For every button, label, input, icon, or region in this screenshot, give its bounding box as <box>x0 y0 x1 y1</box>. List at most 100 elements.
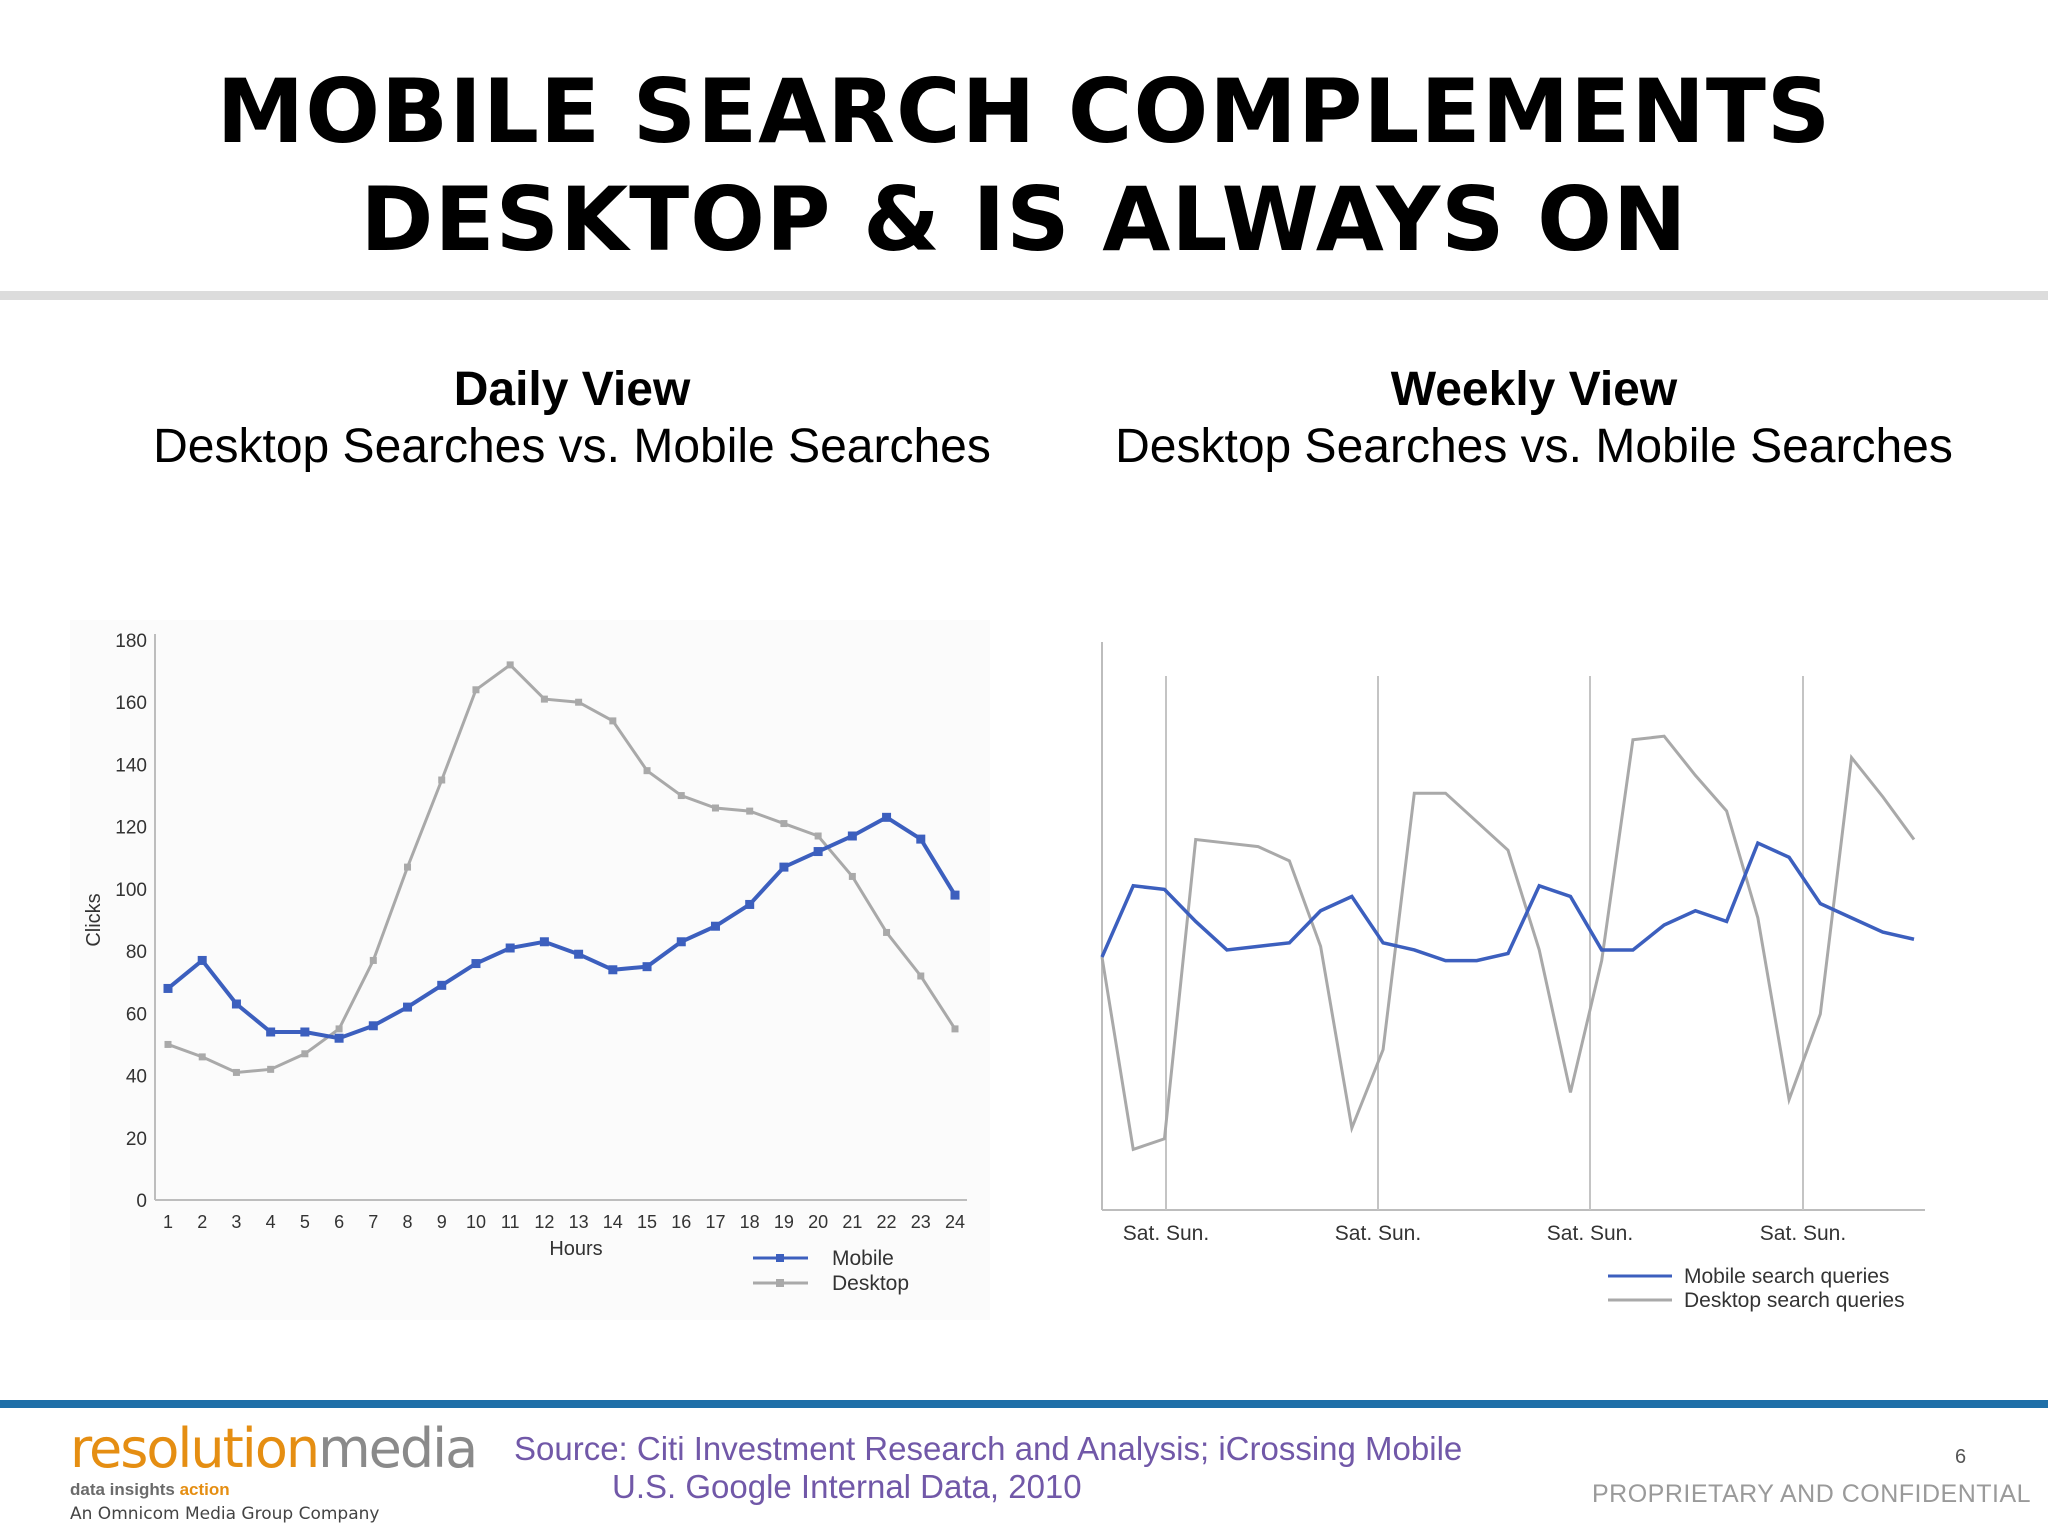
daily-desktop-point <box>780 820 788 828</box>
daily-x-tick-label: 19 <box>774 1212 794 1232</box>
daily-mobile-point <box>608 965 618 975</box>
daily-x-tick-label: 3 <box>231 1212 241 1232</box>
daily-y-tick-label: 100 <box>115 880 147 901</box>
daily-desktop-point <box>575 698 583 706</box>
daily-heading: Daily View <box>453 363 691 416</box>
confidentiality-notice: PROPRIETARY AND CONFIDENTIAL <box>1592 1480 2032 1508</box>
daily-mobile-point <box>539 937 549 947</box>
daily-x-tick-label: 23 <box>911 1212 931 1232</box>
weekly-desktop-line <box>1100 734 1916 1152</box>
daily-x-tick-label: 21 <box>842 1212 862 1232</box>
daily-x-tick-label: 14 <box>603 1212 623 1232</box>
daily-legend-mobile-marker <box>776 1254 784 1262</box>
daily-desktop-point <box>883 928 891 936</box>
weekly-legend-mobile-label: Mobile search queries <box>1684 1265 1889 1288</box>
daily-legend-desktop-label: Desktop <box>832 1272 909 1295</box>
daily-desktop-point <box>335 1025 343 1033</box>
daily-desktop-point <box>369 956 377 964</box>
daily-mobile-point <box>950 890 960 900</box>
daily-x-tick-label: 22 <box>877 1212 897 1232</box>
daily-mobile-point <box>300 1027 310 1037</box>
daily-desktop-point <box>746 807 754 815</box>
slide-title-line-1: MOBILE SEARCH COMPLEMENTS <box>216 60 1832 163</box>
slide-title: MOBILE SEARCH COMPLEMENTS DESKTOP & IS A… <box>0 58 2048 274</box>
daily-desktop-point <box>404 863 412 871</box>
daily-x-axis-title: Hours <box>549 1238 602 1260</box>
daily-mobile-point <box>403 1002 413 1012</box>
daily-desktop-point <box>951 1025 959 1033</box>
weekly-subheading: Desktop Searches vs. Mobile Searches <box>1115 420 1953 473</box>
weekly-x-tick-label: Sat. Sun. <box>1123 1222 1209 1245</box>
daily-mobile-point <box>437 980 447 990</box>
daily-x-tick-label: 20 <box>808 1212 828 1232</box>
daily-y-tick-label: 160 <box>115 693 147 714</box>
daily-x-tick-label: 4 <box>266 1212 276 1232</box>
logo-wordmark-part2: media <box>318 1417 478 1480</box>
daily-mobile-point <box>710 921 720 931</box>
daily-x-tick-label: 17 <box>705 1212 725 1232</box>
page-number: 6 <box>1955 1446 1967 1468</box>
daily-y-tick-label: 40 <box>126 1067 147 1088</box>
daily-desktop-point <box>267 1065 275 1073</box>
source-citation: Source: Citi Investment Research and Ana… <box>500 1430 1500 1506</box>
daily-x-tick-label: 11 <box>501 1212 520 1232</box>
daily-mobile-point <box>471 959 481 969</box>
footer-divider <box>0 1400 2048 1408</box>
weekly-legend-desktop-label: Desktop search queries <box>1684 1289 1905 1312</box>
logo-tagline: data insights action <box>70 1480 476 1500</box>
daily-mobile-point <box>163 983 173 993</box>
daily-subheading: Desktop Searches vs. Mobile Searches <box>153 420 991 473</box>
daily-x-tick-label: 15 <box>637 1212 657 1232</box>
weekly-x-tick-label: Sat. Sun. <box>1760 1222 1846 1245</box>
daily-x-tick-label: 9 <box>437 1212 447 1232</box>
title-divider <box>0 291 2048 300</box>
daily-legend-mobile-label: Mobile <box>832 1247 894 1270</box>
logo-tagline-part1: data insights <box>70 1480 180 1499</box>
daily-desktop-point <box>232 1068 240 1076</box>
daily-desktop-point <box>472 686 480 694</box>
daily-mobile-point <box>266 1027 276 1037</box>
weekly-heading: Weekly View <box>1390 363 1678 416</box>
daily-mobile-point <box>642 962 652 972</box>
daily-desktop-point <box>711 804 719 812</box>
daily-desktop-point <box>917 972 925 980</box>
daily-desktop-point <box>540 695 548 703</box>
weekly-chart: Sat. Sun. Sat. Sun. Sat. Sun. Sat. Sun. Mob… <box>1080 620 1960 1320</box>
daily-mobile-point <box>197 955 207 965</box>
daily-desktop-point <box>164 1040 172 1048</box>
daily-y-tick-label: 80 <box>126 942 147 963</box>
daily-mobile-point <box>916 834 926 844</box>
daily-desktop-point <box>677 792 685 800</box>
daily-chart-background <box>70 620 990 1320</box>
daily-mobile-point <box>676 937 686 947</box>
daily-y-tick-label: 140 <box>115 755 147 776</box>
daily-desktop-line <box>167 662 957 1074</box>
daily-mobile-point <box>334 1033 344 1043</box>
weekly-mobile-line <box>1100 840 1915 963</box>
slide-title-line-2: DESKTOP & IS ALWAYS ON <box>360 168 1688 271</box>
daily-x-tick-label: 1 <box>163 1212 173 1232</box>
source-line-1: Source: Citi Investment Research and Ana… <box>514 1430 1463 1467</box>
daily-mobile-point <box>505 943 515 953</box>
daily-mobile-point <box>779 862 789 872</box>
daily-mobile-point <box>574 949 584 959</box>
daily-x-tick-label: 16 <box>671 1212 691 1232</box>
daily-mobile-line <box>166 815 957 1041</box>
daily-desktop-point <box>301 1050 309 1058</box>
daily-y-tick-label: 60 <box>126 1004 147 1025</box>
daily-desktop-point <box>609 717 617 725</box>
daily-mobile-point <box>368 1021 378 1031</box>
daily-x-tick-label: 6 <box>334 1212 344 1232</box>
daily-mobile-point <box>847 831 857 841</box>
logo-wordmark-part1: resolution <box>70 1417 320 1480</box>
daily-legend-desktop-marker <box>776 1279 784 1287</box>
company-logo: resolutionmedia data insights action An … <box>70 1417 478 1525</box>
weekly-chart-background <box>1080 620 1960 1320</box>
daily-x-tick-label: 10 <box>466 1212 486 1232</box>
logo-wordmark: resolutionmedia <box>70 1417 478 1480</box>
daily-x-tick-label: 5 <box>300 1212 310 1232</box>
daily-mobile-point <box>745 899 755 909</box>
daily-desktop-point <box>848 872 856 880</box>
daily-desktop-point <box>643 767 651 775</box>
daily-x-tick-label: 7 <box>368 1212 378 1232</box>
